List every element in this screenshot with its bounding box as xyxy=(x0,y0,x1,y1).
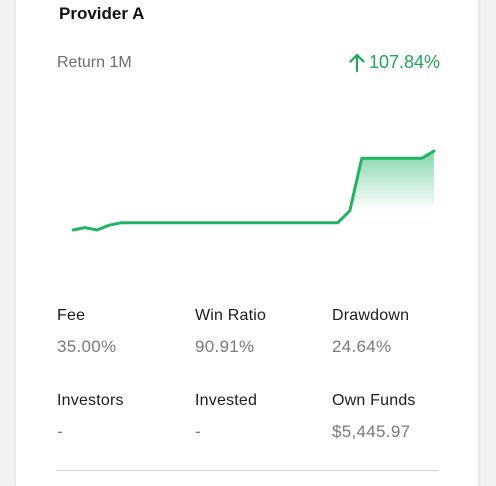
stat-drawdown-value: 24.64% xyxy=(332,337,392,356)
stat-fee-label: Fee xyxy=(57,307,86,324)
stat-own-funds-value: $5,445.97 xyxy=(332,422,411,441)
stat-fee-value: 35.00% xyxy=(57,337,117,356)
chart-area-fill xyxy=(349,151,434,211)
stat-investors: Investors - xyxy=(57,392,124,442)
card-divider xyxy=(56,470,438,471)
stat-invested: Invested - xyxy=(195,392,257,442)
stat-drawdown: Drawdown 24.64% xyxy=(332,307,409,357)
performance-chart xyxy=(71,149,436,232)
stat-own-funds-label: Own Funds xyxy=(332,392,416,409)
stat-invested-value: - xyxy=(195,422,201,441)
arrow-up-icon xyxy=(349,53,365,72)
stat-investors-label: Investors xyxy=(57,392,124,409)
chart-series-line xyxy=(71,149,436,232)
return-value: 107.84% xyxy=(349,52,440,73)
stat-drawdown-label: Drawdown xyxy=(332,307,410,324)
stat-own-funds: Own Funds $5,445.97 xyxy=(332,392,416,442)
return-period-label: Return 1M xyxy=(57,54,132,71)
stat-fee: Fee 35.00% xyxy=(57,307,116,357)
stat-win-ratio: Win Ratio 90.91% xyxy=(195,307,266,357)
provider-card[interactable]: Provider A Return 1M 107.84% Fee 35.00% … xyxy=(16,0,478,486)
provider-name: Provider A xyxy=(59,4,145,23)
stat-investors-value: - xyxy=(57,422,63,441)
stat-win-ratio-value: 90.91% xyxy=(195,337,255,356)
return-value-text: 107.84% xyxy=(368,52,440,72)
stat-win-ratio-label: Win Ratio xyxy=(195,307,267,324)
stat-invested-label: Invested xyxy=(195,392,258,409)
